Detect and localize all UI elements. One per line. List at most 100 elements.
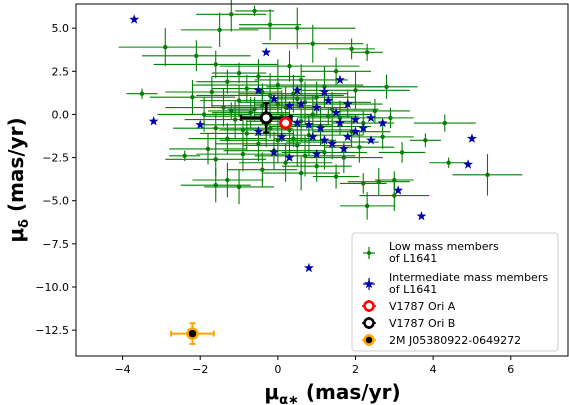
low-mass-point: [351, 43, 383, 61]
legend-label: of L1641: [389, 252, 437, 265]
intermediate-mass-point: [331, 107, 341, 117]
v1787-ori-a-point: [279, 116, 293, 130]
plot-layer: [118, 0, 523, 345]
low-mass-point: [239, 7, 356, 49]
low-mass-point: [409, 133, 441, 148]
intermediate-mass-point: [335, 74, 345, 85]
low-mass-point: [429, 157, 469, 168]
x-tick-label: −4: [114, 363, 130, 376]
y-tick-label: 5.0: [52, 22, 70, 35]
intermediate-mass-point: [276, 131, 287, 142]
low-mass-point: [157, 97, 251, 132]
x-tick-label: 6: [507, 363, 514, 376]
x-tick-label: 0: [274, 363, 281, 376]
y-tick-label: 2.5: [52, 65, 70, 78]
intermediate-mass-point: [416, 211, 427, 221]
y-tick-label: −5.0: [42, 195, 69, 208]
low-mass-point: [351, 124, 414, 149]
tick-layer: −4 −2 0 2 4 6 5.0 2.5 0.0 −2.5 −5.0 −7.5 −10.0 −12.5: [35, 22, 514, 376]
low-mass-point: [254, 93, 302, 115]
low-mass-point: [262, 24, 364, 63]
low-mass-point: [277, 90, 317, 108]
low-mass-point: [118, 28, 212, 67]
low-mass-point: [312, 164, 360, 189]
low-mass-point: [254, 95, 372, 134]
low-mass-point: [126, 88, 158, 99]
intermediate-mass-point: [307, 131, 318, 142]
low-mass-point: [367, 107, 414, 129]
low-mass-point: [452, 154, 523, 196]
intermediate-mass-point: [319, 135, 330, 145]
low-mass-point: [262, 155, 340, 191]
legend-label: Low mass members: [389, 240, 499, 253]
intermediate-mass-point: [366, 112, 376, 123]
intermediate-mass-point: [342, 131, 353, 142]
y-tick-label: −2.5: [42, 152, 69, 165]
low-mass-point: [239, 74, 348, 113]
low-mass-point: [359, 180, 430, 212]
intermediate-mass-point: [311, 102, 322, 112]
low-mass-point: [378, 142, 426, 163]
intermediate-mass-point: [304, 262, 314, 273]
y-tick-label: −12.5: [35, 324, 69, 337]
low-mass-point: [196, 73, 344, 118]
intermediate-mass-point: [253, 126, 264, 136]
intermediate-mass-point: [284, 152, 295, 162]
intermediate-mass-point: [253, 85, 264, 95]
low-mass-point: [339, 192, 395, 220]
intermediate-mass-point: [358, 123, 369, 133]
legend-label: 2M J05380922-0649272: [389, 334, 521, 347]
intermediate-mass-point: [269, 93, 279, 104]
low-mass-point: [196, 0, 267, 32]
low-mass-point: [301, 71, 410, 110]
low-mass-point: [211, 97, 290, 129]
legend-label: of L1641: [389, 283, 437, 296]
intermediate-mass-point: [377, 117, 388, 128]
low-mass-point: [254, 135, 356, 177]
intermediate-mass-point: [311, 148, 322, 159]
intermediate-mass-point: [467, 133, 477, 143]
low-mass-point: [180, 12, 259, 48]
low-mass-point: [211, 62, 267, 84]
intermediate-mass-point: [338, 143, 349, 154]
low-mass-point: [328, 38, 375, 60]
low-mass-point: [339, 98, 410, 124]
low-mass-point: [196, 69, 259, 94]
legend-2m-j0538: 2M J05380922-0649272: [362, 334, 521, 347]
low-mass-point: [347, 167, 410, 196]
plot-frame: [75, 3, 569, 357]
intermediate-mass-point: [319, 86, 330, 97]
x-axis-title: μα∗ (mas/yr): [264, 380, 400, 405]
intermediate-mass-point: [284, 100, 295, 110]
y-axis-title: μδ (mas/yr): [4, 117, 32, 242]
intermediate-mass-point: [292, 85, 303, 95]
x-tick-label: −2: [192, 363, 208, 376]
y-tick-label: −10.0: [35, 281, 69, 294]
intermediate-mass-point: [129, 14, 140, 24]
low-mass-point: [242, 83, 282, 101]
x-tick-label: 4: [430, 363, 437, 376]
legend-label: Intermediate mass members: [389, 271, 548, 284]
intermediate-mass-point: [148, 116, 159, 126]
intermediate-mass-point: [342, 98, 353, 109]
x-tick-label: 2: [352, 363, 359, 376]
legend-v1787-ori-b: V1787 Ori B: [362, 317, 455, 330]
legend-label: V1787 Ori B: [389, 317, 455, 330]
intermediate-mass-point: [315, 123, 326, 133]
intermediate-mass-point: [335, 117, 345, 128]
intermediate-mass-point: [296, 98, 307, 109]
intermediate-mass-point: [463, 159, 473, 169]
intermediate-mass-point: [350, 126, 361, 136]
intermediate-mass-point: [292, 117, 303, 128]
intermediate-mass-point: [366, 135, 376, 145]
intermediate-mass-point: [195, 119, 206, 129]
intermediate-mass-point: [327, 138, 338, 148]
intermediate-mass-point: [261, 47, 272, 57]
y-tick-label: −7.5: [42, 238, 69, 251]
j0538-point: [170, 322, 215, 345]
intermediate-mass-point: [350, 114, 361, 124]
intermediate-mass-point: [269, 147, 279, 157]
